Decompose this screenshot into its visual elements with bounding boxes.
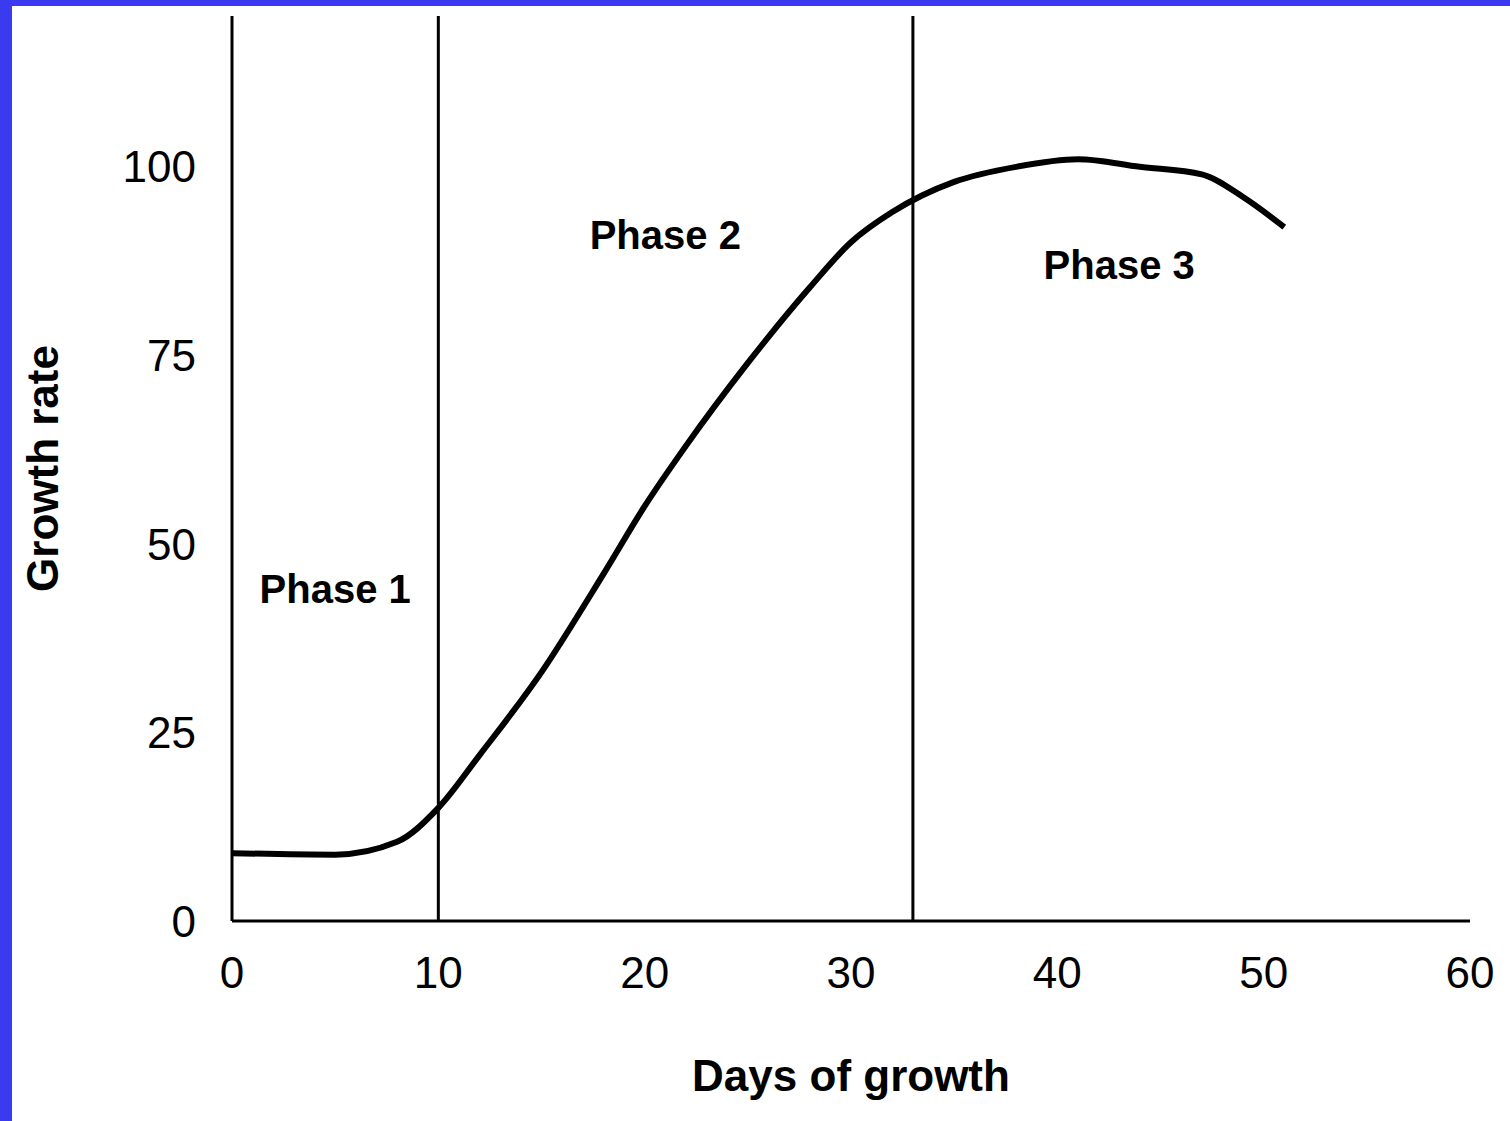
svg-text:Growth rate: Growth rate bbox=[18, 345, 67, 592]
svg-text:30: 30 bbox=[827, 948, 876, 997]
svg-text:40: 40 bbox=[1033, 948, 1082, 997]
svg-text:50: 50 bbox=[1239, 948, 1288, 997]
svg-text:Phase 1: Phase 1 bbox=[260, 567, 411, 611]
svg-text:75: 75 bbox=[147, 331, 196, 380]
svg-text:50: 50 bbox=[147, 520, 196, 569]
svg-text:Phase 3: Phase 3 bbox=[1044, 243, 1195, 287]
svg-text:10: 10 bbox=[414, 948, 463, 997]
svg-text:Days of growth: Days of growth bbox=[692, 1051, 1010, 1100]
svg-text:0: 0 bbox=[172, 897, 196, 946]
svg-text:20: 20 bbox=[620, 948, 669, 997]
svg-text:25: 25 bbox=[147, 708, 196, 757]
svg-text:0: 0 bbox=[220, 948, 244, 997]
svg-text:60: 60 bbox=[1446, 948, 1495, 997]
svg-text:100: 100 bbox=[123, 142, 196, 191]
svg-text:Phase 2: Phase 2 bbox=[590, 213, 741, 257]
